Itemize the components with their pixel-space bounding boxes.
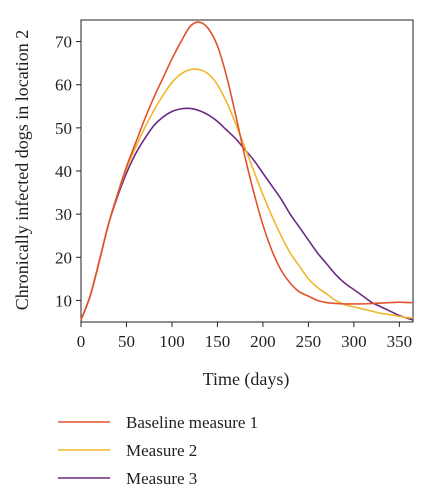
x-tick-label: 350 — [387, 332, 413, 351]
legend: Baseline measure 1 Measure 2 Measure 3 — [58, 413, 258, 488]
legend-label-2: Measure 2 — [126, 441, 197, 460]
plot-area — [80, 19, 414, 323]
series-line-1 — [80, 21, 414, 321]
x-tick-label: 100 — [159, 332, 185, 351]
x-tick-label: 200 — [250, 332, 276, 351]
x-tick-label: 50 — [118, 332, 135, 351]
legend-label-1: Baseline measure 1 — [126, 413, 258, 432]
x-tick-label: 150 — [205, 332, 231, 351]
x-tick-label: 250 — [296, 332, 322, 351]
legend-label-3: Measure 3 — [126, 469, 197, 488]
y-axis: 10 20 30 40 50 60 70 — [55, 33, 81, 310]
x-tick-label: 300 — [341, 332, 367, 351]
x-axis-title: Time (days) — [203, 369, 290, 390]
series-line-2 — [80, 68, 414, 321]
plot-frame — [80, 19, 414, 323]
y-tick-label: 40 — [55, 162, 72, 181]
y-tick-label: 30 — [55, 205, 72, 224]
y-tick-label: 60 — [55, 76, 72, 95]
x-axis: 0 50 100 150 200 250 300 350 — [77, 322, 412, 351]
series-line-3 — [80, 107, 414, 321]
y-axis-title: Chronically infected dogs in location 2 — [12, 30, 32, 310]
y-tick-label: 20 — [55, 248, 72, 267]
y-tick-label: 70 — [55, 33, 72, 52]
x-tick-label: 0 — [77, 332, 86, 351]
y-tick-label: 50 — [55, 119, 72, 138]
y-tick-label: 10 — [55, 291, 72, 310]
